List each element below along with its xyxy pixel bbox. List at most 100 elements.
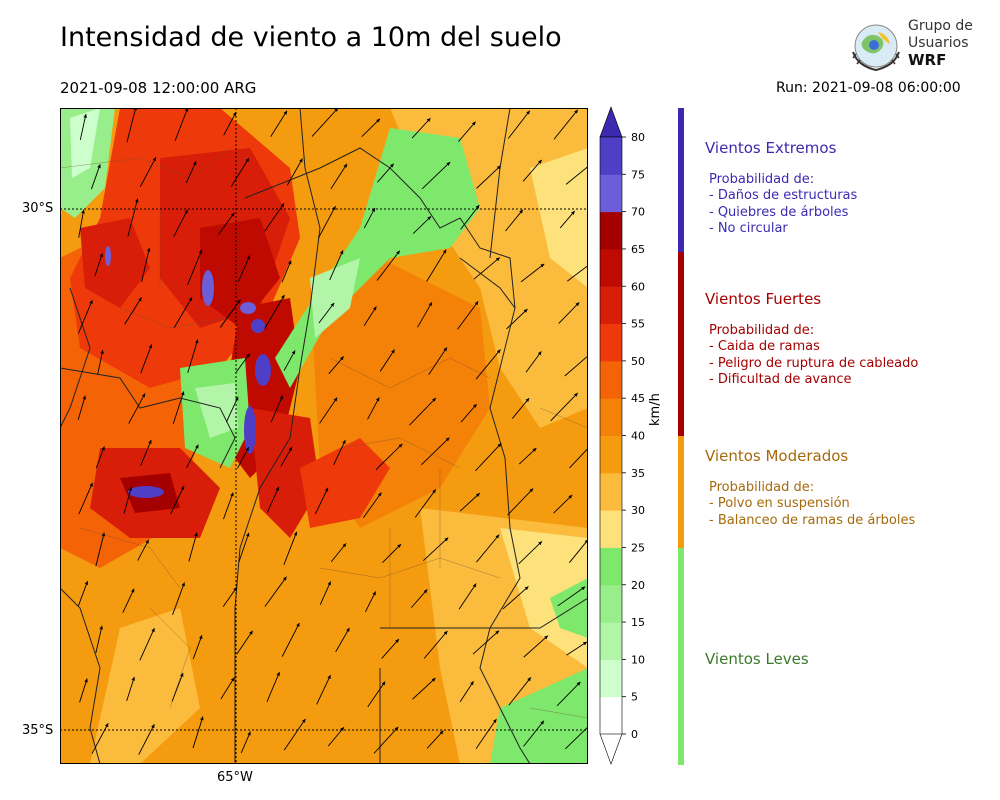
- wind-arrow-icon: [188, 532, 198, 562]
- field-patch: [70, 108, 100, 178]
- wind-arrow-head: [283, 110, 287, 115]
- wind-arrow-icon: [170, 485, 185, 515]
- wind-arrow-icon: [264, 576, 287, 607]
- category-color-bar: [678, 548, 684, 765]
- colorbar-tick-label: 10: [631, 653, 645, 666]
- colorbar-band: [600, 696, 622, 735]
- wind-arrow-head: [230, 492, 234, 497]
- wind-arrow-icon: [523, 720, 545, 747]
- wind-arrow-icon: [173, 209, 188, 237]
- wind-arrow-icon: [457, 300, 479, 330]
- wind-arrow-icon: [185, 161, 197, 184]
- wind-arrow-head: [492, 719, 497, 723]
- wind-arrow-head: [525, 398, 530, 403]
- wind-arrow-head: [495, 534, 500, 539]
- wind-arrow-icon: [367, 397, 380, 420]
- field-patch: [244, 406, 256, 454]
- wind-arrow-icon: [502, 586, 529, 610]
- wind-arrow-icon: [327, 726, 345, 747]
- wind-arrow-icon: [458, 121, 476, 142]
- wind-arrow-icon: [330, 543, 347, 563]
- colorbar-band: [600, 286, 622, 325]
- wind-arrow-icon: [192, 716, 204, 749]
- wind-arrow-icon: [458, 583, 477, 610]
- colorbar-tick-label: 20: [631, 579, 645, 592]
- wind-arrow-head: [130, 588, 135, 593]
- wind-arrow-icon: [522, 159, 543, 182]
- colorbar-band: [600, 137, 622, 175]
- wind-arrow-head: [84, 678, 88, 683]
- wind-arrow-icon: [564, 355, 588, 377]
- wind-arrow-head: [571, 210, 575, 215]
- wind-arrow-icon: [511, 397, 530, 419]
- wind-arrow-head: [195, 444, 199, 449]
- wind-arrow-head: [576, 681, 581, 686]
- field-patch: [530, 148, 588, 288]
- wind-arrow-icon: [550, 392, 579, 422]
- wind-arrow-icon: [77, 580, 89, 606]
- wind-arrow-head: [532, 448, 537, 452]
- wind-arrow-icon: [311, 108, 339, 137]
- wind-arrow-head: [443, 630, 448, 635]
- wind-arrow-icon: [220, 677, 235, 700]
- wind-arrow-icon: [377, 163, 395, 183]
- wind-arrow-icon: [475, 349, 501, 380]
- category-detail-line: - Polvo en suspensión: [709, 496, 850, 512]
- wind-arrow-icon: [329, 250, 344, 281]
- wind-arrow-head: [324, 487, 329, 492]
- wind-arrow-icon: [173, 297, 193, 329]
- wind-arrow-icon: [140, 344, 153, 374]
- wind-arrow-head: [276, 672, 280, 677]
- wind-arrow-icon: [223, 111, 237, 136]
- wind-arrow-head: [470, 681, 474, 686]
- wind-arrow-head: [327, 675, 331, 680]
- field-patch: [128, 486, 164, 498]
- border-line: [244, 147, 516, 309]
- wind-arrow-head: [395, 639, 399, 643]
- wind-arrow-icon: [422, 537, 449, 562]
- wind-arrow-head: [135, 198, 139, 203]
- wind-arrow-icon: [328, 356, 345, 375]
- wind-arrow-icon: [379, 349, 395, 372]
- wind-arrow-icon: [138, 724, 155, 755]
- wind-arrow-head: [519, 209, 523, 214]
- wind-arrow-icon: [473, 257, 501, 280]
- category-detail-line: - Dificultad de avance: [709, 371, 852, 387]
- wind-arrow-icon: [476, 165, 501, 189]
- wind-arrow-head: [439, 730, 444, 735]
- run-time: Run: 2021-09-08 06:00:00: [776, 80, 961, 96]
- field-patch: [80, 218, 150, 308]
- wind-arrow-head: [141, 393, 146, 398]
- wind-arrow-icon: [557, 586, 586, 607]
- category-detail-line: - Caida de ramas: [709, 339, 820, 355]
- field-patch: [300, 438, 390, 528]
- wind-arrow-icon: [460, 204, 480, 230]
- wind-arrow-head: [245, 158, 249, 163]
- wind-arrow-head: [376, 118, 380, 123]
- colorbar-tick-label: 65: [631, 243, 645, 256]
- wind-arrow-icon: [187, 249, 203, 286]
- wind-arrow-icon: [335, 627, 350, 653]
- wind-arrow-head: [89, 482, 93, 487]
- wind-arrow-icon: [171, 672, 184, 702]
- wind-arrow-head: [496, 165, 501, 170]
- wind-arrow-head: [529, 488, 534, 493]
- wind-arrow-head: [152, 157, 156, 162]
- wind-arrow-icon: [373, 726, 399, 754]
- wind-arrow-head: [245, 532, 250, 537]
- colorbar-tick-label: 35: [631, 467, 645, 480]
- colorbar-band: [600, 360, 622, 399]
- wind-arrow-head: [475, 493, 480, 497]
- wind-arrow-icon: [77, 395, 86, 420]
- wind-arrow-head: [84, 581, 89, 586]
- colorbar-band: [600, 547, 622, 586]
- wind-arrow-icon: [139, 156, 157, 187]
- wind-arrow-head: [83, 113, 87, 118]
- lat-label-35s: 35°S: [22, 723, 54, 738]
- wind-arrow-head: [131, 676, 135, 681]
- category-title: Vientos Moderados: [705, 447, 849, 465]
- wind-arrow-icon: [525, 351, 542, 373]
- wind-arrow-icon: [559, 210, 576, 229]
- wind-arrow-icon: [78, 209, 85, 238]
- wind-arrow-head: [245, 447, 249, 452]
